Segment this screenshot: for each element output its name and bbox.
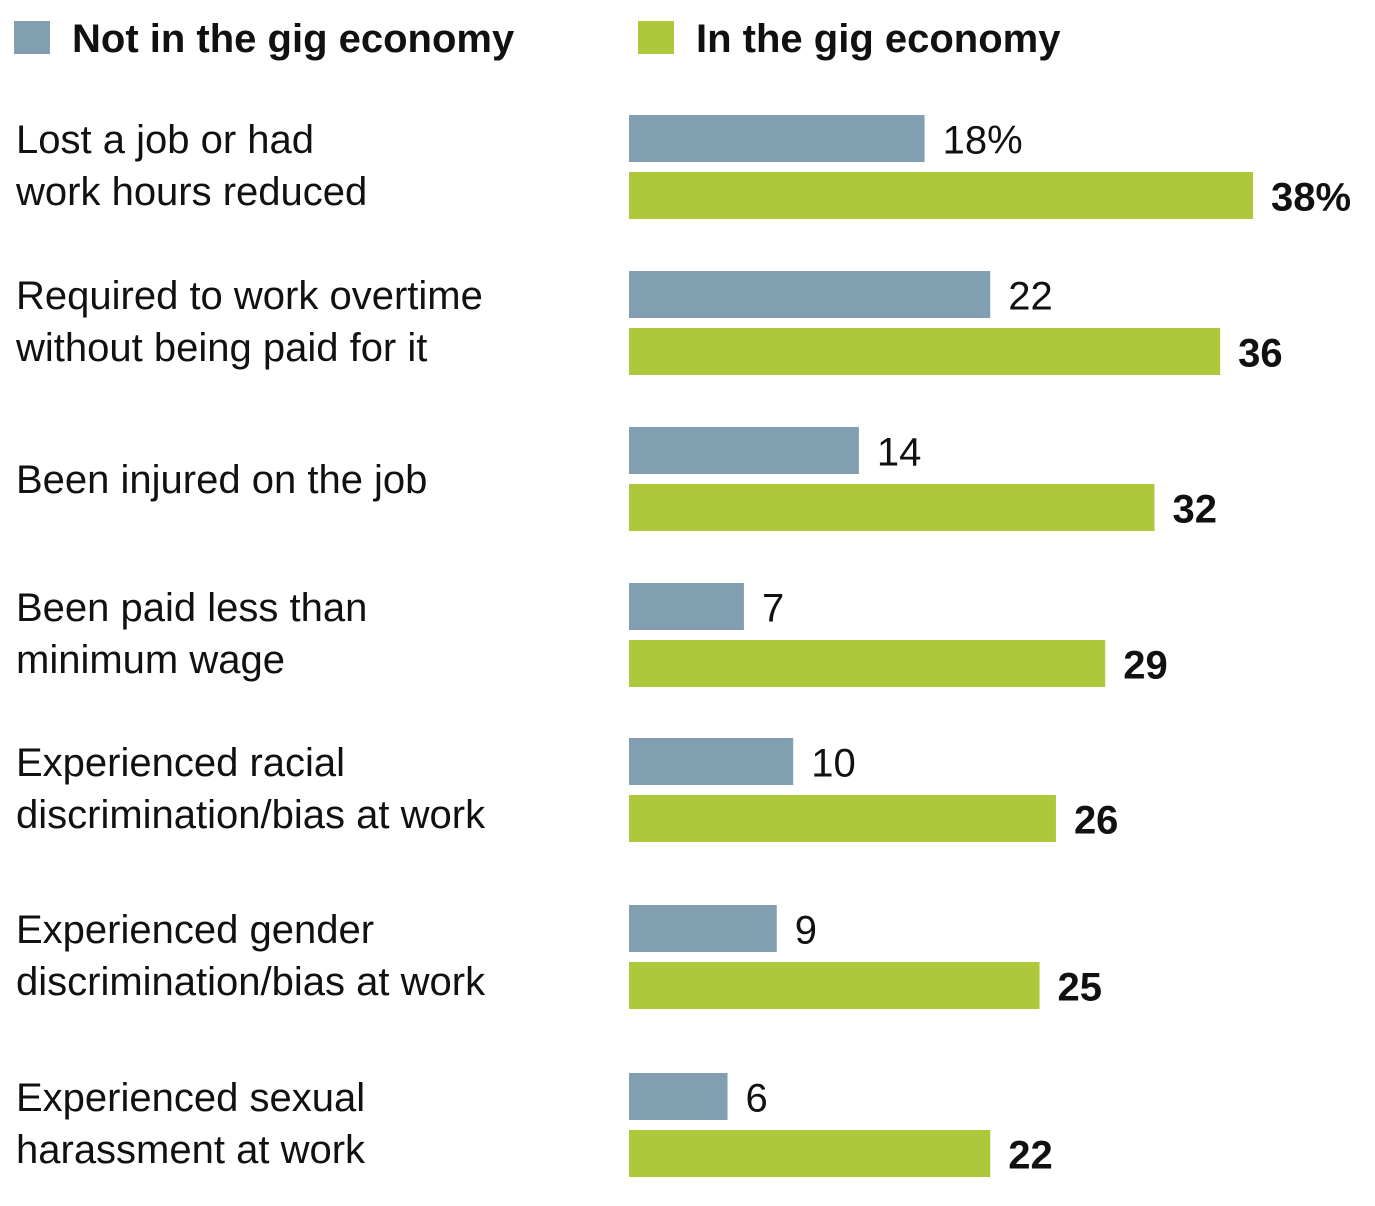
value-label-not-gig: 7 xyxy=(762,587,784,631)
legend: Not in the gig economy In the gig economy xyxy=(14,17,1061,61)
category-label: Required to work overtime xyxy=(16,274,483,318)
bar-gig xyxy=(629,795,1056,842)
category-label: harassment at work xyxy=(16,1128,366,1172)
legend-swatch-1 xyxy=(14,21,50,54)
value-label-not-gig: 22 xyxy=(1008,275,1053,319)
category-label: Experienced sexual xyxy=(16,1076,365,1120)
bar-not-gig xyxy=(629,738,794,785)
value-label-gig: 36 xyxy=(1238,332,1283,376)
bar-gig xyxy=(629,962,1040,1009)
category-label: Lost a job or had xyxy=(16,118,314,162)
bar-not-gig xyxy=(629,115,925,162)
bar-gig xyxy=(629,640,1106,687)
category-label: without being paid for it xyxy=(15,326,427,370)
value-label-not-gig: 18% xyxy=(943,119,1023,163)
bar-gig xyxy=(629,484,1155,531)
bar-not-gig xyxy=(629,905,777,952)
legend-swatch-2 xyxy=(638,21,674,54)
category-label: minimum wage xyxy=(16,638,285,682)
value-label-not-gig: 14 xyxy=(877,431,922,475)
value-label-not-gig: 10 xyxy=(811,742,856,786)
bar-gig xyxy=(629,1130,991,1177)
value-label-not-gig: 6 xyxy=(746,1077,768,1121)
value-label-not-gig: 9 xyxy=(795,909,817,953)
value-label-gig: 22 xyxy=(1008,1134,1053,1178)
bar-gig xyxy=(629,172,1253,219)
category-labels: Lost a job or had work hours reduced Requi… xyxy=(15,118,486,1172)
category-label: Experienced gender xyxy=(16,908,374,952)
legend-label-2: In the gig economy xyxy=(696,17,1061,61)
category-label: Been injured on the job xyxy=(16,458,427,502)
category-label: work hours reduced xyxy=(15,170,367,214)
category-label: discrimination/bias at work xyxy=(16,960,486,1004)
value-label-gig: 32 xyxy=(1172,488,1217,532)
bar-not-gig xyxy=(629,583,744,630)
value-labels: 18% 38% 22 36 14 32 7 29 10 26 9 25 6 22 xyxy=(746,119,1352,1178)
value-label-gig: 38% xyxy=(1271,176,1351,220)
value-label-gig: 26 xyxy=(1074,799,1119,843)
bar-not-gig xyxy=(629,271,991,318)
value-label-gig: 25 xyxy=(1058,966,1103,1010)
legend-label-1: Not in the gig economy xyxy=(72,17,515,61)
bar-not-gig xyxy=(629,1073,728,1120)
category-label: Been paid less than xyxy=(16,586,367,630)
bar-gig xyxy=(629,328,1221,375)
value-label-gig: 29 xyxy=(1123,644,1168,688)
bar-not-gig xyxy=(629,427,859,474)
bars xyxy=(629,115,1253,1177)
category-label: Experienced racial xyxy=(16,741,345,785)
category-label: discrimination/bias at work xyxy=(16,793,486,837)
